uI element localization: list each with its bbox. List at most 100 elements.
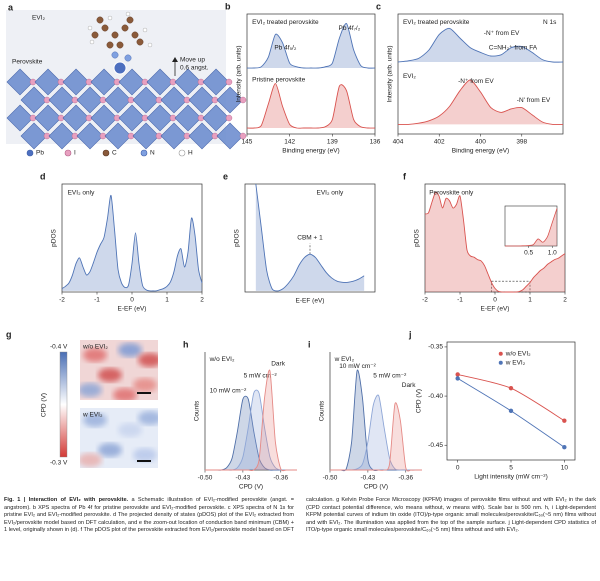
x-tick-label: -1 <box>457 297 463 304</box>
hydrogen <box>125 11 131 17</box>
blob <box>133 378 157 392</box>
blob <box>80 383 102 397</box>
panel-letter: f <box>403 171 407 181</box>
carbon <box>91 31 99 39</box>
hydrogen <box>142 27 148 33</box>
legend-dot <box>178 149 186 157</box>
image-label: w/o EVI₂ <box>82 344 108 351</box>
legend-label: Pb <box>36 150 44 157</box>
annotation: C=NH₂⁺ from FA <box>489 44 538 51</box>
x-tick-label: 136 <box>370 139 381 146</box>
series-label: Pristine perovskite <box>252 77 305 84</box>
annotation: -N⁺ from EV <box>458 78 494 85</box>
blob <box>83 413 107 427</box>
colorbar-label: -0.3 V <box>50 460 68 467</box>
panel-letter: b <box>225 1 231 11</box>
octahedron <box>160 86 188 114</box>
panel-letter: e <box>223 171 228 181</box>
plot-frame <box>244 183 376 293</box>
colorbar <box>59 351 68 458</box>
x-tick-label: -2 <box>59 297 65 304</box>
x-tick-label: -2 <box>422 297 428 304</box>
y-axis-label: Intensity (arb. units) <box>236 45 243 102</box>
area <box>330 370 422 471</box>
iodine <box>225 78 233 86</box>
x-tick-label: 142 <box>284 139 295 146</box>
y-axis-label: pDOS <box>51 228 58 246</box>
octahedron <box>90 68 118 96</box>
x-tick-label: 2 <box>200 297 204 304</box>
legend-label: C <box>112 150 117 157</box>
x-tick-label: 10 <box>561 465 569 472</box>
octahedron <box>188 122 216 150</box>
x-tick-label: -0.50 <box>198 475 213 482</box>
y-axis-label: pDOS <box>234 228 241 246</box>
blob <box>113 388 137 400</box>
image-label: w EVI₂ <box>82 412 103 419</box>
point <box>455 372 460 377</box>
inset-area <box>505 208 557 247</box>
curve <box>205 369 297 472</box>
legend-marker <box>498 360 503 365</box>
blob <box>138 411 158 425</box>
blob <box>133 448 157 462</box>
octahedron <box>20 86 48 114</box>
y-tick-label: -0.40 <box>428 393 443 400</box>
lead-highlight <box>113 61 127 75</box>
octahedron <box>48 122 76 150</box>
blob <box>118 423 142 437</box>
octahedron <box>48 86 76 114</box>
octahedron <box>118 104 146 132</box>
carbon <box>101 24 109 32</box>
y-axis-label: Counts <box>319 400 326 421</box>
y-axis-label: Intensity (arb. units) <box>387 45 394 102</box>
hydrogen <box>87 25 93 31</box>
octahedron <box>132 86 160 114</box>
curve <box>397 79 564 125</box>
x-tick-label: 145 <box>242 139 253 146</box>
octahedron <box>34 68 62 96</box>
octahedron <box>6 104 34 132</box>
y-axis-label: Counts <box>194 400 201 421</box>
curve <box>61 194 203 292</box>
curve <box>246 23 376 69</box>
series-label: Dark <box>402 382 416 389</box>
octahedron <box>188 86 216 114</box>
annotation: -N⁺ from EV <box>484 30 520 37</box>
y-axis-label: CPD (V) <box>416 389 423 413</box>
area <box>425 192 565 293</box>
scale-bar <box>137 460 151 462</box>
area <box>247 23 375 69</box>
iodine <box>225 114 233 122</box>
octahedron <box>104 122 132 150</box>
carbon <box>116 41 124 49</box>
octahedron <box>76 86 104 114</box>
x-tick-label: 398 <box>516 139 527 146</box>
figure: a EVI₂ Move up0.6 angst. Perovskite Pb I C N Hg -… <box>6 1 576 491</box>
legend-label: I <box>74 150 76 157</box>
x-axis-label: CPD (V) <box>239 484 263 491</box>
y-tick-label: -0.35 <box>428 344 443 351</box>
x-tick-label: -0.43 <box>360 475 375 482</box>
area <box>205 390 297 471</box>
area <box>398 79 563 125</box>
panel-title: w EVI₂ <box>334 356 355 363</box>
legend-dot <box>64 149 72 157</box>
panel-letter: j <box>408 329 412 339</box>
molecule-label: EVI₂ <box>32 15 45 22</box>
series-label: EVI₂ only <box>317 189 344 196</box>
octahedron <box>146 104 174 132</box>
series-label: EVI₂ only <box>68 189 95 196</box>
x-axis-label: E-EF (eV) <box>118 306 147 313</box>
x-tick-label: 5 <box>509 465 513 472</box>
series-label: EVI₂ <box>403 73 416 80</box>
hydrogen <box>107 15 113 21</box>
x-axis-label: E-EF (eV) <box>296 298 325 305</box>
x-tick-label: -0.43 <box>235 475 250 482</box>
x-axis-label: Light intensity (mW cm⁻²) <box>474 474 548 481</box>
blob <box>98 443 122 457</box>
scale-bar <box>137 392 151 394</box>
series-label: 5 mW cm⁻² <box>373 372 407 379</box>
area <box>330 402 422 472</box>
inset-tick-label: 1.0 <box>548 250 557 257</box>
